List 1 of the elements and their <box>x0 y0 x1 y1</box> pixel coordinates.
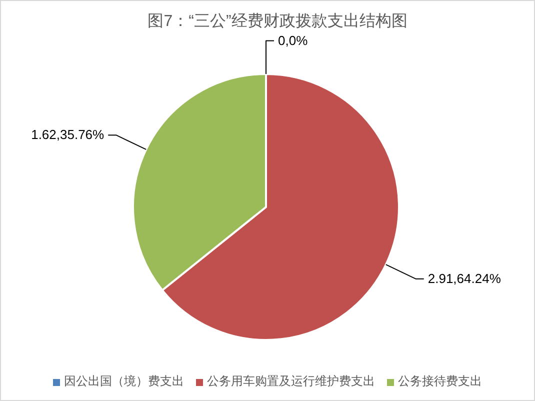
title: 图7：“三公”经费财政拨款支出结构图 <box>148 13 408 30</box>
